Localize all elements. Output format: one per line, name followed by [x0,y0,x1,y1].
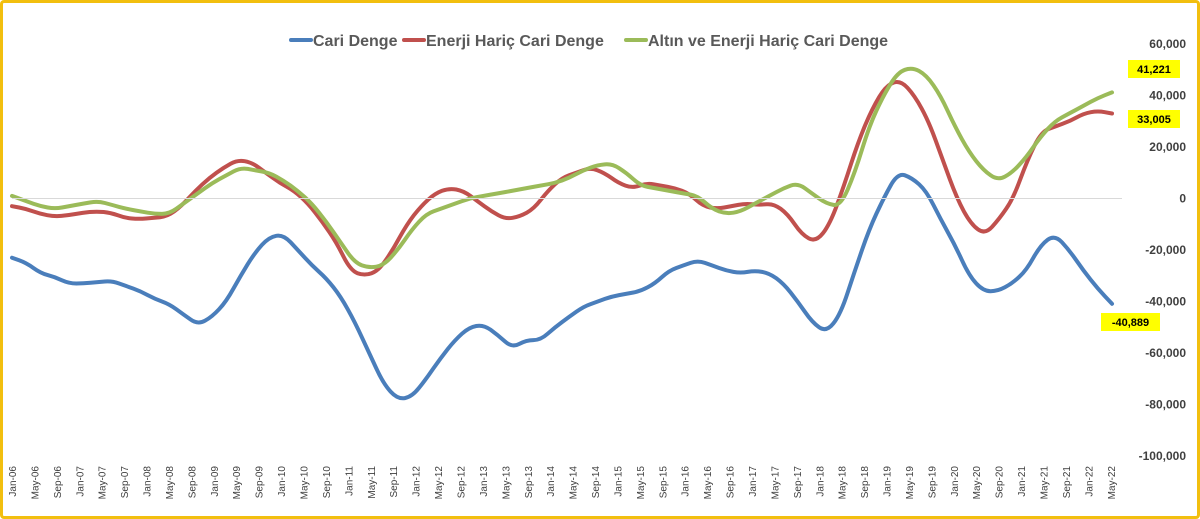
x-axis: Jan-06 May-06 Sep-06 Jan-07 May-07 Sep-07 Jan-… [8,198,1122,500]
x-tick-label: Sep-21 [1062,466,1073,499]
x-tick-label: Sep-18 [860,466,871,499]
chart-legend: Cari Denge Enerji Hariç Cari Denge Altın v… [289,33,888,50]
x-tick-label: May-21 [1040,466,1051,500]
x-tick-label: May-19 [905,466,916,500]
x-tick-label: Jan-13 [479,466,490,497]
callout-box [1128,110,1180,128]
x-tick-label: Jan-16 [681,466,692,497]
y-tick-label: 60,000 [1149,37,1186,51]
callout-box [1101,313,1160,331]
x-tick-label: Sep-14 [591,466,602,499]
x-tick-label: May-18 [838,466,849,500]
x-tick-label: May-11 [367,466,378,499]
y-tick-label: -80,000 [1145,398,1186,412]
x-tick-label: May-16 [703,466,714,500]
x-tick-label: Jan-08 [143,466,154,497]
y-axis: 60,000 40,000 20,000 0 -20,000 -40,000 -60,000… [1139,37,1187,463]
callout-box [1128,60,1180,78]
x-tick-label: Jan-15 [613,466,624,497]
x-tick-label: Jan-19 [883,466,894,497]
x-tick-label: May-22 [1107,466,1118,500]
x-tick-label: Jan-07 [75,466,86,497]
y-tick-label: -60,000 [1145,346,1186,360]
y-tick-label: -100,000 [1139,449,1187,463]
x-tick-label: Sep-19 [927,466,938,499]
legend-label: Enerji Hariç Cari Denge [426,33,604,50]
x-tick-label: Jan-18 [815,466,826,497]
x-tick-label: May-10 [300,466,311,500]
x-tick-label: Sep-09 [255,466,266,499]
y-tick-label: 0 [1179,192,1186,206]
series-lines [10,66,1114,401]
x-tick-label: May-06 [30,466,41,500]
x-tick-label: Jan-14 [546,466,557,497]
x-tick-label: May-08 [165,466,176,500]
x-tick-label: Sep-12 [456,466,467,499]
y-tick-label: -40,000 [1145,295,1186,309]
x-tick-label: Jan-17 [748,466,759,497]
series-line-3 [10,66,1114,270]
x-tick-label: May-07 [98,466,109,500]
x-tick-label: Jan-22 [1084,466,1095,497]
x-tick-label: Sep-07 [120,466,131,499]
x-tick-label: May-13 [501,466,512,500]
y-tick-label: -20,000 [1145,243,1186,257]
series-line-1 [10,172,1114,401]
x-tick-label: May-20 [972,466,983,500]
x-tick-label: Jan-09 [210,466,221,497]
x-tick-label: Jan-20 [950,466,961,497]
y-tick-label: 20,000 [1149,140,1186,154]
x-tick-label: Sep-17 [793,466,804,499]
x-tick-label: Jan-12 [412,466,423,497]
x-tick-label: Sep-13 [524,466,535,499]
x-tick-label: Sep-20 [995,466,1006,499]
callout-value: 41,221 [1137,64,1171,76]
end-value-callouts: 41,221 33,005 -40,889 [1101,60,1180,331]
x-tick-label: Sep-08 [187,466,198,499]
x-tick-label: Jan-06 [8,466,19,497]
x-tick-label: Sep-16 [726,466,737,499]
y-tick-label: 40,000 [1149,89,1186,103]
x-tick-label: Sep-06 [53,466,64,499]
x-tick-label: Jan-21 [1017,466,1028,497]
x-tick-label: Jan-11 [344,466,355,496]
x-tick-label: May-17 [770,466,781,500]
x-tick-label: May-14 [569,466,580,500]
x-tick-label: Sep-11 [389,466,400,498]
x-tick-label: Sep-10 [322,466,333,499]
callout-value: 33,005 [1137,114,1171,126]
x-tick-label: Sep-15 [658,466,669,499]
x-tick-label: May-12 [434,466,445,500]
x-tick-label: May-15 [636,466,647,500]
callout-value: -40,889 [1112,317,1149,329]
legend-label: Cari Denge [313,33,398,50]
x-tick-label: Jan-10 [277,466,288,497]
legend-label: Altın ve Enerji Hariç Cari Denge [648,33,888,50]
x-tick-label: May-09 [232,466,243,500]
